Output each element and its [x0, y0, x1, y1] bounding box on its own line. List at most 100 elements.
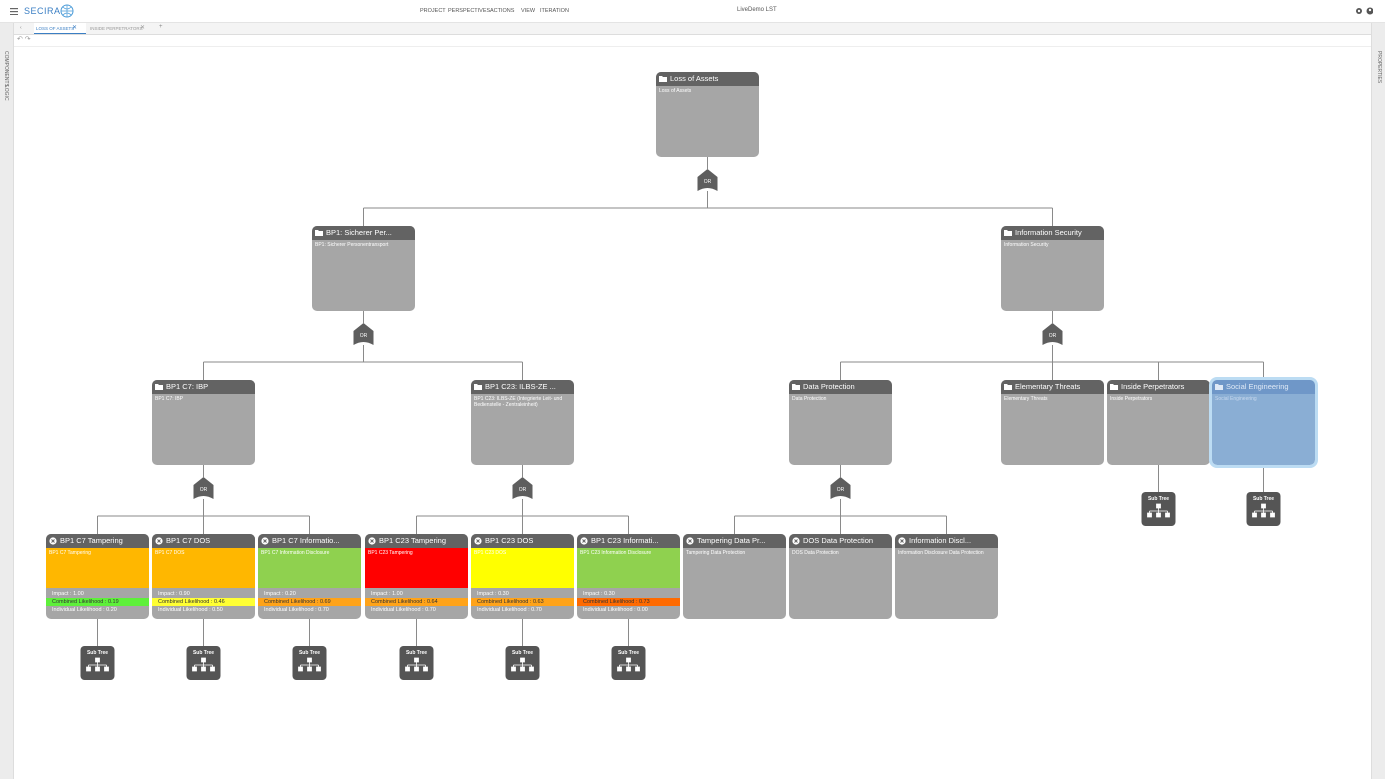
- sub-tree-label: Sub Tree: [299, 650, 320, 656]
- sub-tree[interactable]: Sub Tree: [80, 646, 115, 680]
- undo-redo[interactable]: ↶ ↷: [17, 36, 31, 43]
- tree-node[interactable]: Inside Perpetrators Inside Perpetrators: [1107, 380, 1210, 465]
- tree-node[interactable]: Information Discl... Information Disclosu…: [895, 534, 998, 619]
- menu-item[interactable]: PERSPECTIVES: [448, 8, 491, 14]
- node-combined: Combined Likelihood : 0.63: [471, 598, 574, 606]
- menu-item[interactable]: PROJECT: [420, 8, 446, 14]
- node-title: Tampering Data Pr...: [697, 536, 766, 545]
- node-impact: Impact : 0.90: [158, 591, 190, 597]
- menu-item[interactable]: ITERATION: [540, 8, 569, 14]
- sub-tree[interactable]: Sub Tree: [1141, 492, 1176, 526]
- node-title: BP1 C23 DOS: [485, 536, 534, 545]
- node-description: BP1 C7 Tampering: [46, 548, 149, 588]
- menu-item[interactable]: VIEW: [521, 8, 536, 14]
- tab-close[interactable]: ✕: [140, 25, 146, 31]
- sub-tree-icon: [1252, 503, 1275, 518]
- node-icon: [580, 537, 588, 545]
- node-title: BP1 C7: IBP: [166, 382, 209, 391]
- gate-label: OR: [704, 179, 712, 185]
- node-description: BP1 C23 DOS: [471, 548, 574, 588]
- node-header: Tampering Data Pr...: [683, 534, 786, 548]
- sub-tree[interactable]: Sub Tree: [399, 646, 434, 680]
- node-icon: [1004, 384, 1012, 390]
- tree-node[interactable]: BP1 C7 Informatio... BP1 C7 Information D…: [258, 534, 361, 619]
- sub-tree[interactable]: Sub Tree: [1246, 492, 1281, 526]
- sidebar-tab[interactable]: PROPERTIES: [1376, 51, 1382, 84]
- tab-add[interactable]: +: [159, 24, 163, 30]
- node-combined: Combined Likelihood : 0.46: [152, 598, 255, 606]
- tree-node[interactable]: BP1 C23: ILBS-ZE ... BP1 C23: ILBS-ZE (In…: [471, 380, 574, 465]
- tree-node[interactable]: BP1: Sicherer Per... BP1: Sicherer Person…: [312, 226, 415, 311]
- tab-close[interactable]: ✕: [72, 25, 78, 31]
- node-icon: [686, 537, 694, 545]
- node-header: Data Protection: [789, 380, 892, 394]
- folder-icon: [155, 384, 163, 390]
- tab-active[interactable]: [34, 23, 86, 34]
- node-header: Inside Perpetrators: [1107, 380, 1210, 394]
- tree-node[interactable]: BP1 C7 Tampering BP1 C7 Tampering Impact :…: [46, 534, 149, 619]
- node-individual: Individual Likelihood : 0.70: [371, 607, 436, 613]
- folder-icon: [1004, 230, 1012, 236]
- sub-tree[interactable]: Sub Tree: [292, 646, 327, 680]
- node-icon: [474, 537, 482, 545]
- gate-shape: [193, 477, 214, 499]
- node-description: Tampering Data Protection: [686, 550, 746, 556]
- header-icons[interactable]: [1355, 7, 1373, 15]
- tree-node[interactable]: Elementary Threats Elementary Threats: [1001, 380, 1104, 465]
- tree-node[interactable]: Information Security Information Security: [1001, 226, 1104, 311]
- node-title: BP1 C23 Informati...: [591, 536, 659, 545]
- tree-node[interactable]: BP1 C7: IBP BP1 C7: IBP: [152, 380, 255, 465]
- sidebar-tab[interactable]: COMPONENTS: [3, 51, 9, 87]
- node-header: BP1 C7 Tampering: [46, 534, 149, 548]
- node-icon: [474, 384, 482, 390]
- node-title: BP1 C23 Tampering: [379, 536, 446, 545]
- node-title: Social Engineering: [1226, 382, 1289, 391]
- project-name: LiveDemo LST: [737, 7, 777, 13]
- sub-tree-label: Sub Tree: [406, 650, 427, 656]
- node-icon: [1110, 384, 1118, 390]
- folder-icon: [792, 384, 800, 390]
- node-header: BP1: Sicherer Per...: [312, 226, 415, 240]
- tree-node[interactable]: Data Protection Data Protection: [789, 380, 892, 465]
- leaf-icon-x: [688, 539, 692, 543]
- tab-scroll-left[interactable]: ‹: [20, 25, 22, 31]
- top-bar: SECIRA PROJECT PERSPECTIVES ACTIONS VIEW…: [0, 0, 1385, 23]
- tree-node[interactable]: BP1 C7 DOS BP1 C7 DOS Impact : 0.90 Combine…: [152, 534, 255, 619]
- node-description: Social Engineering: [1215, 396, 1257, 402]
- tree-node[interactable]: DOS Data Protection DOS Data Protection: [789, 534, 892, 619]
- menu-item[interactable]: ACTIONS: [490, 8, 515, 14]
- gate-shape: [1042, 323, 1063, 345]
- menu-icon[interactable]: [10, 8, 18, 15]
- tab-label[interactable]: INSIDE PERPETRATORS: [90, 26, 143, 31]
- tree-node[interactable]: Social Engineering Social Engineering: [1209, 377, 1318, 468]
- gate-shape: [697, 169, 718, 191]
- tree-node[interactable]: BP1 C23 Informati... BP1 C23 Information …: [577, 534, 680, 619]
- node-header: BP1 C23 DOS: [471, 534, 574, 548]
- leaf-icon-x: [900, 539, 904, 543]
- node-title: Inside Perpetrators: [1121, 382, 1185, 391]
- logo[interactable]: SECIRA: [24, 6, 61, 16]
- tree-node[interactable]: BP1 C23 DOS BP1 C23 DOS Impact : 0.30 Combi…: [471, 534, 574, 619]
- tree-node[interactable]: Loss of Assets Loss of Assets: [656, 72, 759, 157]
- node-individual: Individual Likelihood : 0.20: [52, 607, 117, 613]
- leaf-icon-x: [51, 539, 55, 543]
- folder-icon: [1110, 384, 1118, 390]
- node-description: Elementary Threats: [1004, 396, 1048, 402]
- logo-globe: [60, 4, 74, 18]
- node-combined: Combined Likelihood : 0.64: [365, 598, 468, 606]
- sub-tree[interactable]: Sub Tree: [186, 646, 221, 680]
- gate-label: OR: [360, 333, 368, 339]
- node-header: BP1 C7 DOS: [152, 534, 255, 548]
- node-title: Loss of Assets: [670, 74, 719, 83]
- node-icon: [898, 537, 906, 545]
- tab-label[interactable]: LOSS OF ASSETS: [36, 26, 75, 31]
- tree-node[interactable]: BP1 C23 Tampering BP1 C23 Tampering Impact…: [365, 534, 468, 619]
- node-description: BP1 C23 Tampering: [365, 548, 468, 588]
- gate-shape: [353, 323, 374, 345]
- sidebar-tab[interactable]: LOGIC: [3, 85, 9, 101]
- tree-node[interactable]: Tampering Data Pr... Tampering Data Prote…: [683, 534, 786, 619]
- node-title: Information Security: [1015, 228, 1082, 237]
- sub-tree[interactable]: Sub Tree: [505, 646, 540, 680]
- leaf-icon-x: [794, 539, 798, 543]
- sub-tree[interactable]: Sub Tree: [611, 646, 646, 680]
